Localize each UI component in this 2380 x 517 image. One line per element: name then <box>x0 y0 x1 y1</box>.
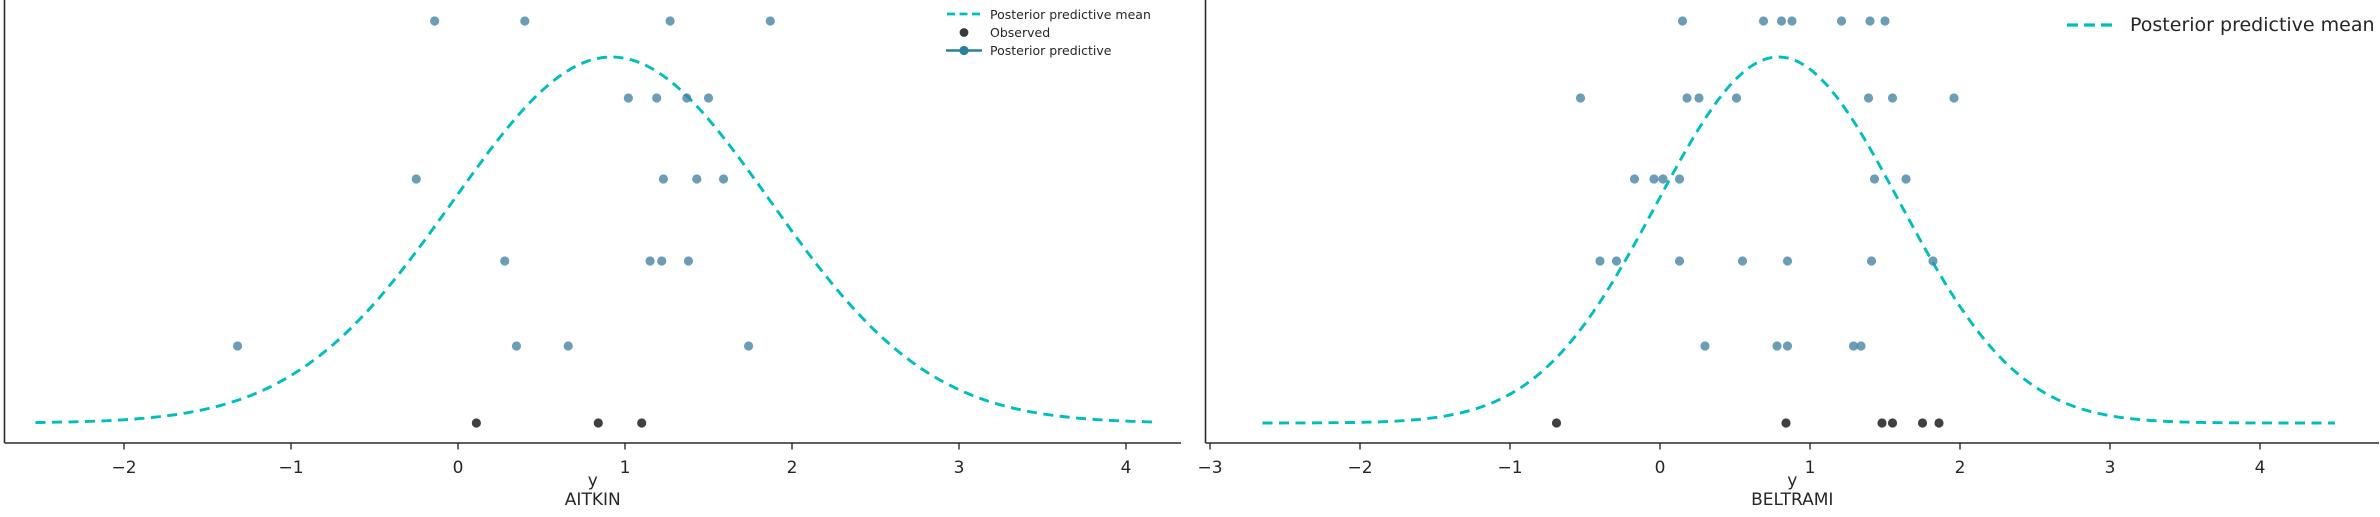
pp-sample-point <box>623 93 633 103</box>
pp-sample-point <box>683 256 694 266</box>
dot-icon <box>959 27 969 37</box>
pp-sample-point <box>500 256 510 266</box>
pp-sample-point <box>1649 174 1659 184</box>
panel-name-label: BELTRAMI <box>1751 490 1833 510</box>
pp-sample-point <box>682 93 692 103</box>
pp-sample-point <box>692 174 702 184</box>
pp-sample-point <box>1856 341 1866 351</box>
observed-point <box>1934 418 1944 428</box>
pp-sample-point <box>665 16 675 26</box>
legend-entry-observed: Observed <box>946 23 1151 41</box>
pp-sample-point <box>1682 93 1692 103</box>
legend-label: Posterior predictive <box>990 42 1112 58</box>
observed-point <box>1917 418 1928 428</box>
pp-sample-point <box>1776 16 1787 26</box>
legend-entry-pp-mean: Posterior predictive mean <box>2066 12 2375 38</box>
pp-sample-point <box>1787 16 1797 26</box>
pp-sample-point <box>1887 93 1898 103</box>
x-tick-label: 3 <box>954 458 965 478</box>
posterior-predictive-mean-curve <box>35 55 1155 424</box>
pp-sample-point <box>520 16 530 26</box>
observed-point <box>1551 418 1562 428</box>
pp-sample-point <box>743 341 754 351</box>
x-tick-label: 0 <box>1655 458 1666 478</box>
posterior-predictive-mean-curve <box>1262 55 2335 425</box>
pp-sample-point <box>511 341 522 351</box>
legend-entry-pp-mean: Posterior predictive mean <box>946 5 1151 23</box>
panel-name-label: AITKIN <box>565 490 621 510</box>
x-tick-label: 2 <box>1955 458 1966 478</box>
dashed-line-icon <box>947 12 981 16</box>
pp-sample-point <box>1629 174 1640 184</box>
dashed-line-icon <box>2067 23 2117 27</box>
legend-label: Posterior predictive mean <box>2130 14 2375 36</box>
pp-sample-point <box>1677 16 1688 26</box>
pp-sample-point <box>1928 256 1938 266</box>
pp-sample-point <box>1848 341 1859 351</box>
line-dot-icon <box>946 45 982 55</box>
x-tick-label: 3 <box>2105 458 2116 478</box>
legend-label: Posterior predictive mean <box>990 6 1151 22</box>
x-tick-label: 2 <box>787 458 798 478</box>
x-tick-label: 4 <box>2255 458 2266 478</box>
pp-sample-point <box>1869 174 1880 184</box>
pp-sample-point <box>1658 174 1668 184</box>
pp-sample-point <box>1782 341 1793 351</box>
pp-sample-point <box>1866 256 1877 266</box>
pp-sample-point <box>718 174 729 184</box>
pp-sample-point <box>703 93 714 103</box>
observed-point <box>1781 418 1791 428</box>
pp-sample-point <box>1901 174 1911 184</box>
x-tick-label: 0 <box>453 458 464 478</box>
x-tick-label: −1 <box>278 458 303 478</box>
pp-sample-point <box>657 256 667 266</box>
legend-beltrami: Posterior predictive mean <box>2066 12 2375 38</box>
legend-label: Observed <box>990 24 1051 40</box>
pp-sample-point <box>1949 93 1959 103</box>
observed-point <box>593 418 603 428</box>
pp-sample-point <box>765 16 775 26</box>
pp-sample-point <box>1880 16 1890 26</box>
legend-aitkin: Posterior predictive mean Observed Poste… <box>946 5 1151 59</box>
x-tick-label: −2 <box>1347 458 1372 478</box>
pp-sample-point <box>1865 16 1875 26</box>
pp-sample-point <box>658 174 669 184</box>
pp-sample-point <box>1731 93 1742 103</box>
x-tick-label: 4 <box>1121 458 1132 478</box>
x-tick-label: −1 <box>1497 458 1522 478</box>
pp-sample-point <box>430 16 440 26</box>
pp-sample-point <box>652 93 662 103</box>
legend-entry-pp: Posterior predictive <box>946 41 1151 59</box>
pp-sample-point <box>1575 93 1586 103</box>
pp-sample-point <box>563 341 573 351</box>
pp-sample-point <box>1674 256 1685 266</box>
observed-point <box>1887 418 1898 428</box>
x-tick-label: −2 <box>111 458 136 478</box>
pp-sample-point <box>645 256 655 266</box>
pp-sample-point <box>1694 93 1704 103</box>
pp-sample-point <box>411 174 421 184</box>
pp-sample-point <box>1700 341 1710 351</box>
x-tick-label: 1 <box>1805 458 1816 478</box>
pp-sample-point <box>1863 93 1874 103</box>
pp-sample-point <box>1758 16 1769 26</box>
pp-sample-point <box>1772 341 1782 351</box>
observed-point <box>637 418 647 428</box>
x-axis-label: y <box>588 471 598 491</box>
x-tick-label: 1 <box>620 458 631 478</box>
x-axis-label: y <box>1787 471 1797 491</box>
pp-sample-point <box>1836 16 1847 26</box>
observed-point <box>1877 418 1887 428</box>
x-tick-label: −3 <box>1197 458 1222 478</box>
pp-sample-point <box>1611 256 1622 266</box>
observed-point <box>471 418 481 428</box>
pp-sample-point <box>232 341 243 351</box>
pp-sample-point <box>1782 256 1793 266</box>
pp-sample-point <box>1737 256 1748 266</box>
pp-sample-point <box>1674 174 1685 184</box>
pp-sample-point <box>1595 256 1605 266</box>
